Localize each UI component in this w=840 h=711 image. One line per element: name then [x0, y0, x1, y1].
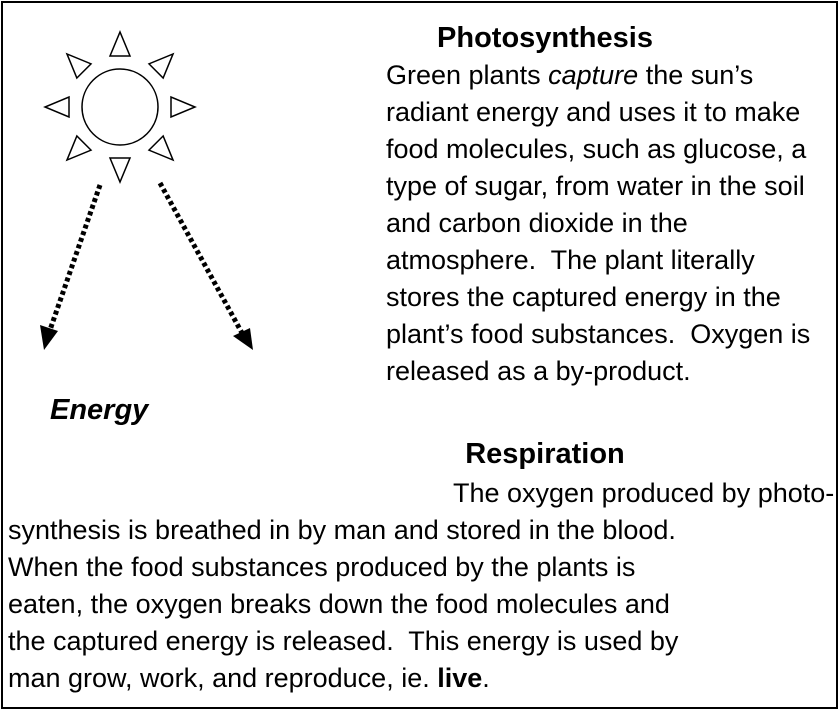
text-line: stores the captured energy in the	[386, 279, 810, 316]
page: Energy Photosynthesis Green plants captu…	[0, 0, 840, 711]
text-line: When the food substances produced by the…	[8, 549, 635, 586]
emphasis: capture	[548, 60, 638, 90]
text-line: and carbon dioxide in the	[386, 205, 810, 242]
text-line: the captured energy is released. This en…	[8, 623, 678, 660]
text: man grow, work, and reproduce, ie.	[8, 663, 430, 693]
text-line: atmosphere. The plant literally	[386, 242, 810, 279]
energy-arrows	[50, 183, 242, 333]
emphasis: live	[437, 663, 482, 693]
arrowhead	[40, 325, 58, 350]
text: .	[482, 663, 490, 693]
text: Green plants	[386, 60, 541, 90]
text-line: man grow, work, and reproduce, ie. live.	[8, 660, 490, 697]
text-line: type of sugar, from water in the soil	[386, 168, 810, 205]
text-line: The oxygen produced by photo-	[453, 475, 834, 512]
arrowhead	[233, 328, 253, 350]
text-line: Green plants capture the sun’s	[386, 57, 753, 94]
section-title: Respiration	[315, 436, 775, 473]
text-line: synthesis is breathed in by man and stor…	[8, 512, 676, 549]
section-title: Photosynthesis	[315, 20, 775, 57]
text-line: released as a by-product.	[386, 353, 810, 390]
energy-label: Energy	[50, 392, 148, 429]
text-line: eaten, the oxygen breaks down the food m…	[8, 586, 670, 623]
text: the sun’s	[646, 60, 754, 90]
sun	[45, 32, 195, 182]
text-line: food molecules, such as glucose, a	[386, 131, 810, 168]
text-line: plant’s food substances. Oxygen is	[386, 316, 810, 353]
text-line: radiant energy and uses it to make	[386, 94, 810, 131]
